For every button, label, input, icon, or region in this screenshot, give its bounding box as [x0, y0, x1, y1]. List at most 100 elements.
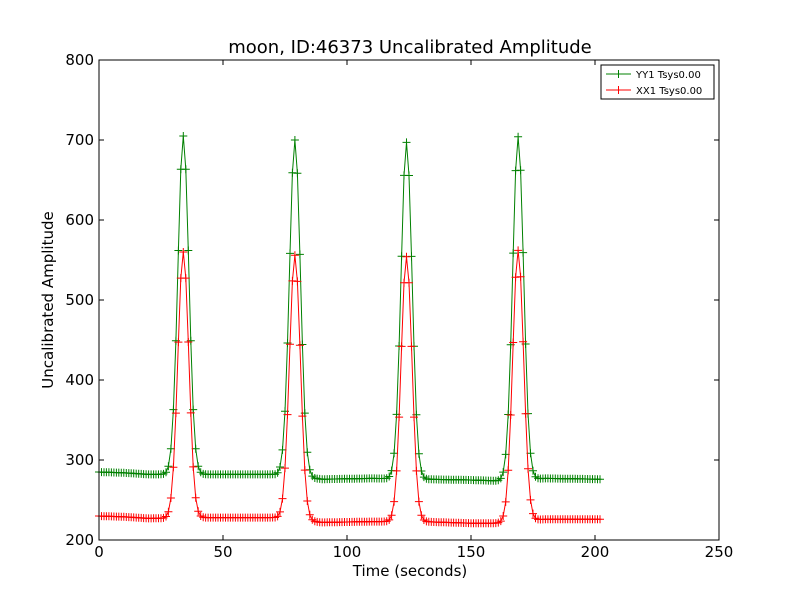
data-point — [295, 250, 304, 259]
x-tick-label: 50 — [213, 543, 232, 561]
data-point — [293, 277, 302, 286]
data-point — [501, 497, 510, 506]
legend-marker — [614, 70, 623, 78]
data-point — [402, 138, 411, 147]
data-point — [390, 449, 399, 458]
data-point — [514, 132, 523, 141]
series-layer — [95, 132, 604, 528]
x-tick-label: 250 — [705, 543, 734, 561]
data-point — [295, 341, 304, 350]
data-point — [164, 462, 173, 471]
data-point — [405, 171, 413, 180]
y-tick-label: 800 — [65, 51, 94, 69]
data-point — [293, 169, 302, 178]
data-point — [162, 468, 170, 477]
data-point — [166, 494, 175, 502]
data-point — [395, 413, 404, 422]
data-point — [496, 474, 505, 483]
data-point — [286, 340, 294, 349]
data-point — [509, 249, 518, 258]
data-point — [194, 507, 203, 516]
data-point — [414, 449, 423, 458]
data-point — [286, 249, 294, 258]
data-point — [169, 463, 178, 472]
data-point — [397, 252, 406, 261]
y-tick-label: 500 — [65, 291, 94, 309]
legend-label: XX1 Tsys0.00 — [636, 86, 702, 97]
x-tick-label: 150 — [457, 543, 486, 561]
data-point — [174, 338, 183, 347]
data-point — [290, 136, 299, 144]
data-point — [526, 495, 535, 504]
data-point — [171, 409, 180, 418]
y-tick-label: 300 — [65, 451, 94, 469]
data-point — [385, 472, 394, 481]
data-point — [390, 497, 399, 506]
data-point — [276, 463, 284, 471]
data-point — [509, 338, 518, 347]
data-point — [501, 450, 510, 459]
data-point — [191, 493, 200, 502]
legend: YY1 Tsys0.00 XX1 Tsys0.00 — [600, 64, 715, 100]
data-point — [189, 462, 198, 471]
data-point — [162, 512, 170, 521]
legend-marker — [614, 86, 623, 94]
data-point — [164, 507, 173, 516]
y-tick-label: 200 — [65, 531, 94, 549]
legend-label: YY1 Tsys0.00 — [635, 70, 701, 81]
y-tick-label: 700 — [65, 131, 94, 149]
data-point — [387, 511, 396, 520]
series-1 — [95, 132, 604, 485]
data-point — [506, 411, 515, 419]
data-point — [166, 444, 175, 453]
data-point — [402, 252, 411, 261]
data-point — [499, 512, 508, 520]
data-point — [174, 246, 183, 255]
data-point — [521, 409, 530, 418]
data-point — [184, 338, 193, 346]
data-point — [283, 410, 292, 419]
data-point — [300, 466, 309, 475]
data-point — [278, 445, 287, 454]
data-point — [519, 337, 528, 346]
data-point — [179, 248, 188, 256]
data-point — [179, 132, 188, 140]
data-point — [194, 462, 203, 471]
data-point — [303, 497, 312, 505]
y-axis-label: Uncalibrated Amplitude — [39, 211, 57, 388]
data-point — [412, 466, 421, 475]
data-point — [191, 444, 200, 453]
data-point — [529, 466, 537, 475]
data-point — [290, 251, 299, 260]
data-point — [499, 468, 508, 477]
data-point — [278, 494, 287, 503]
data-point — [298, 412, 307, 421]
data-point — [516, 272, 525, 281]
data-point — [405, 278, 413, 287]
data-point — [186, 408, 195, 417]
data-point — [410, 413, 418, 422]
data-point — [397, 342, 406, 351]
plot-area — [99, 60, 719, 540]
data-point — [516, 166, 525, 175]
data-point — [385, 515, 394, 524]
data-point — [303, 448, 312, 457]
series-2 — [95, 246, 604, 528]
legend-box — [600, 64, 715, 100]
data-point — [181, 274, 190, 283]
data-point — [596, 515, 604, 524]
data-point — [504, 466, 513, 475]
data-point — [414, 497, 423, 506]
x-tick-label: 100 — [333, 543, 362, 561]
ticks-layer: 0 50 100 150 200 250 200 300 400 500 600 700 800 — [65, 51, 733, 561]
data-point — [529, 509, 537, 518]
data-point — [496, 517, 505, 526]
data-point — [273, 512, 282, 521]
x-tick-label: 200 — [581, 543, 610, 561]
data-point — [184, 246, 193, 255]
data-point — [519, 248, 528, 257]
chart-title: moon, ID:46373 Uncalibrated Amplitude — [228, 37, 592, 58]
data-point — [407, 342, 416, 351]
data-point — [417, 511, 426, 520]
